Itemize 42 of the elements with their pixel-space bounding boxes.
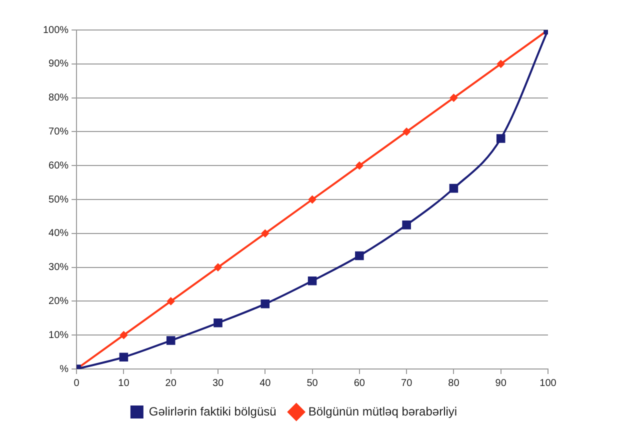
y-tick-label: 40% [48,228,69,240]
point [166,336,176,345]
y-tick-label: 80% [48,92,69,104]
x-tick-label: 50 [306,378,318,389]
point [402,220,411,230]
y-tick-label: 20% [48,296,69,307]
x-tick-label: 80 [448,378,460,389]
y-tick-label: % [60,364,69,375]
point [260,300,270,308]
point [166,297,175,306]
point [402,128,411,136]
point [214,318,222,328]
legend-label: Bölgünün mütləq bərabərliyi [308,404,458,418]
point [308,196,316,204]
point [214,263,222,272]
x-tick-label: 40 [260,378,272,389]
x-tick-label: 60 [354,378,366,389]
x-tick-label: 100 [540,378,557,389]
point [496,60,505,68]
y-tick-label: 50% [48,194,69,206]
point [496,134,506,143]
y-tick-label: 30% [48,262,69,274]
legend-label: Gəlirlərin faktiki bölgüsü [148,404,276,418]
point [355,251,364,260]
x-tick-label: 10 [118,378,130,389]
y-tick-label: 100% [43,24,69,36]
x-tick-label: 0 [74,378,80,389]
point [261,229,270,238]
x-tick-label: 90 [495,378,507,389]
point [308,276,317,286]
y-tick-label: 90% [48,58,69,70]
y-tick-label: 10% [48,330,69,341]
point [355,162,364,170]
point [450,94,458,102]
x-tick-label: 20 [165,378,177,389]
y-tick-label: 60% [48,160,69,172]
point [449,184,458,193]
y-tick-label: 70% [48,126,69,138]
x-tick-label: 30 [212,378,224,389]
point [119,352,128,362]
point [120,331,128,340]
x-tick-label: 70 [401,378,413,389]
